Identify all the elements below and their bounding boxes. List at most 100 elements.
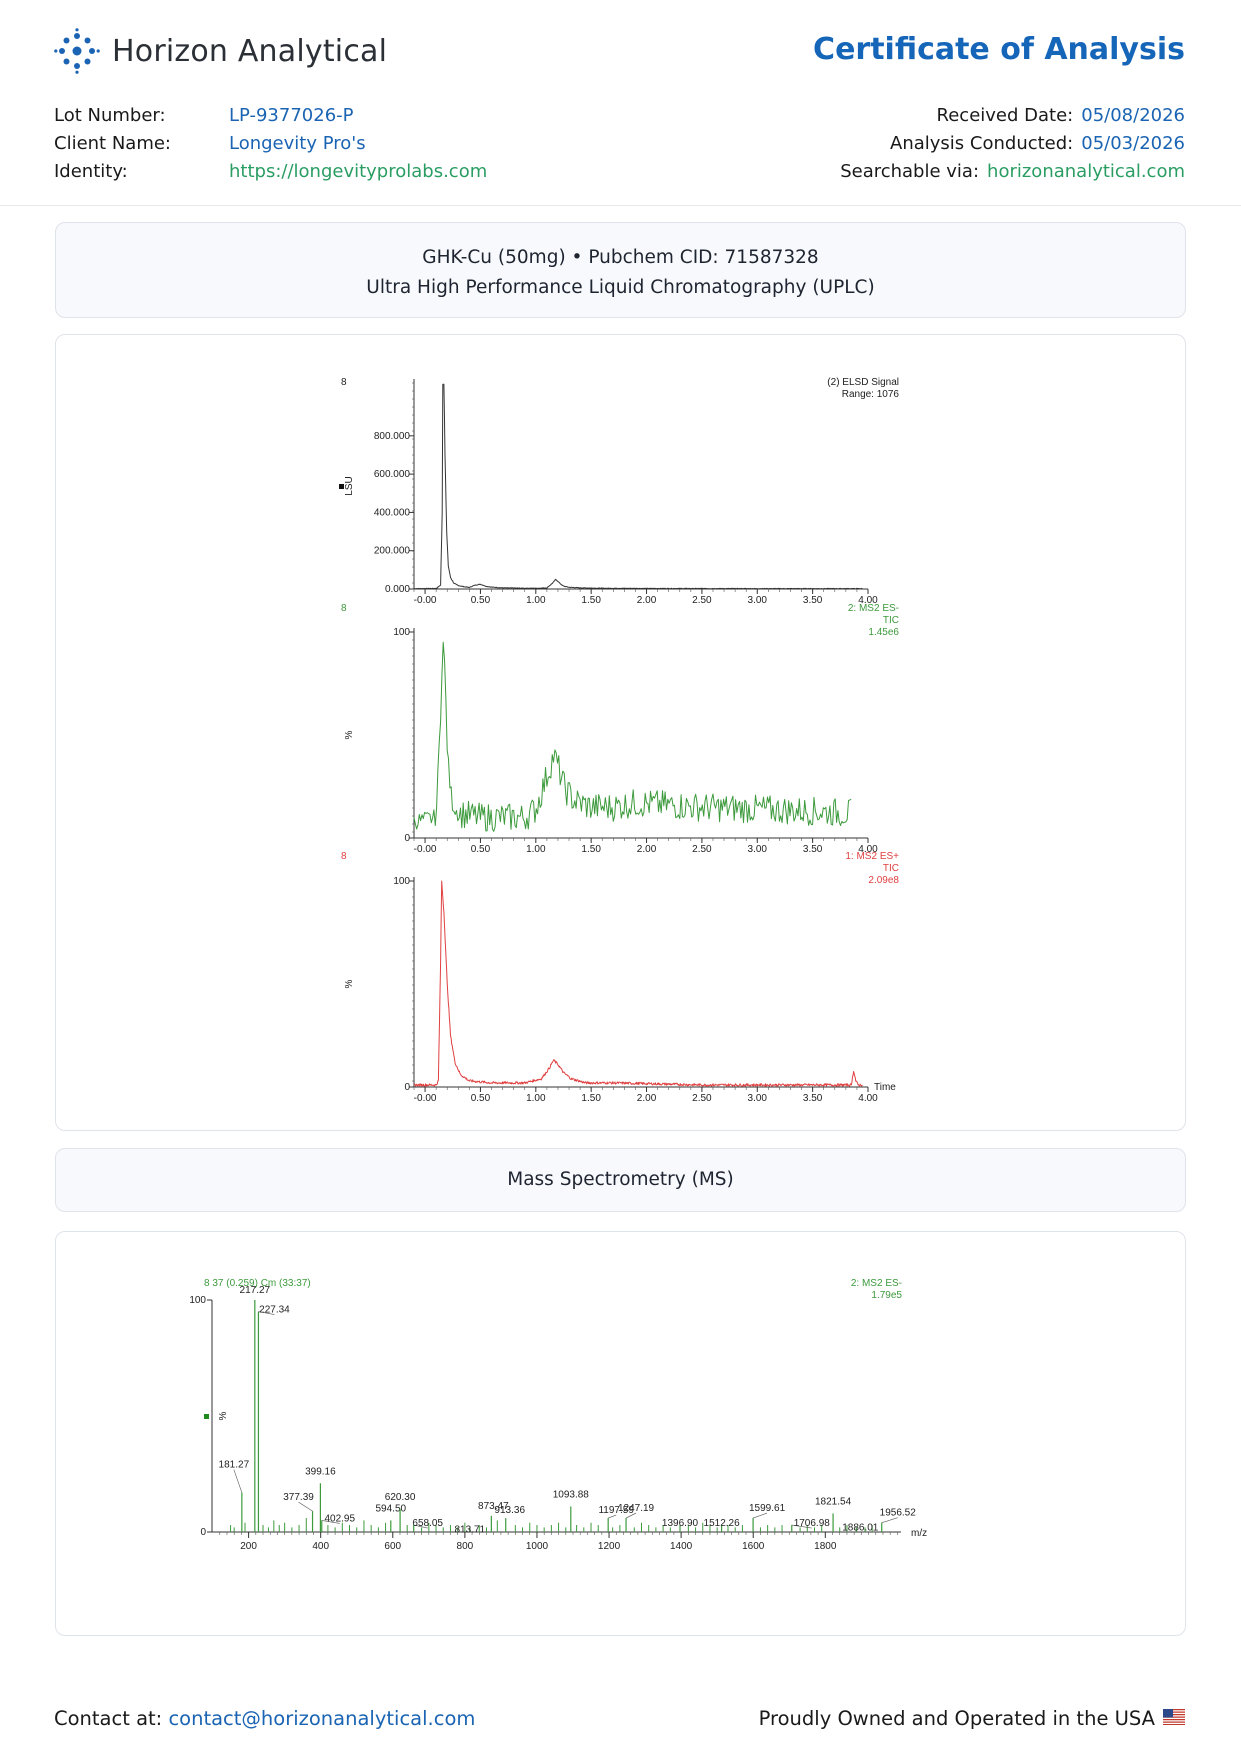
footer-contact: Contact at: contact@horizonanalytical.co… [54,1707,475,1730]
x-tick-label: 1.50 [581,844,601,855]
peak-label: 913.36 [494,1505,525,1516]
lot-number-row: Lot Number: LP-9377026-P [54,102,487,130]
ms-title-panel: Mass Spectrometry (MS) [55,1148,1186,1212]
x-tick-label: 0.50 [471,1093,491,1104]
peak-label: 227.34 [259,1305,290,1316]
peak-label: 1706.98 [794,1518,831,1529]
peak-label: 1512.26 [704,1518,741,1529]
peak-label: 1396.90 [662,1518,699,1529]
x-tick-label: 2.00 [637,595,657,606]
y-tick-label: 0.000 [385,584,410,595]
peak-label: 399.16 [305,1466,336,1477]
searchable-row: Searchable via: horizonanalytical.com [840,158,1185,186]
peak-label-leader [233,1469,243,1493]
received-date-label: Received Date: [936,105,1074,126]
identity-link[interactable]: https://longevityprolabs.com [229,161,488,182]
lot-number-label: Lot Number: [54,105,166,126]
lot-number-value: LP-9377026-P [229,105,354,126]
peak-label-leader [298,1501,313,1512]
peak-label-leader [413,1524,428,1529]
x-tick-label: 2.00 [637,844,657,855]
chart-legend-text: 1.45e6 [868,627,899,638]
x-tick-label: -0.00 [414,595,437,606]
footer-usa: Proudly Owned and Operated in the USA [759,1707,1185,1730]
x-tick-label: 2.50 [692,595,712,606]
peak-label: 620.30 [385,1492,416,1503]
spectrum-legend-text: 2: MS2 ES- [851,1278,902,1289]
x-tick-label: 800 [457,1541,474,1552]
document-title: Certificate of Analysis [813,32,1185,67]
peak-label: 217.27 [240,1285,271,1296]
x-tick-label: -0.00 [414,844,437,855]
x-tick-label: 4.00 [858,595,878,606]
peak-label: 377.39 [283,1492,314,1503]
series-marker-icon [339,484,344,489]
brand-logo-icon [54,28,100,74]
peak-label: 813.71 [455,1524,486,1535]
brand-name: Horizon Analytical [112,33,388,69]
x-tick-label: 1000 [526,1541,549,1552]
x-tick-label: 600 [384,1541,401,1552]
spectrum-header-label: 8 37 (0.259) Cm (33:37) [204,1278,311,1289]
x-tick-label: 4.00 [858,1093,878,1104]
y-tick-label: 0 [404,1082,410,1093]
x-axis-label: m/z [911,1528,927,1539]
peak-label-leader [881,1517,898,1524]
peak-label: 1247.19 [618,1503,655,1514]
peak-label-leader [258,1311,275,1315]
chart-legend-text: TIC [883,615,899,626]
usa-statement: Proudly Owned and Operated in the USA [758,1707,1155,1730]
x-tick-label: 3.00 [748,595,768,606]
x-tick-label: 1.00 [526,1093,546,1104]
client-name-row: Client Name: Longevity Pro's [54,130,487,158]
series-marker-icon [204,1414,209,1419]
mass-spectrum: 8 37 (0.259) Cm (33:37) 2: MS2 ES-1.79e5 0… [189,1278,927,1552]
analysis-info: Received Date: 05/08/2026 Analysis Conduc… [840,102,1185,186]
contact-email-link[interactable]: contact@horizonanalytical.com [168,1707,476,1730]
y-tick-label: 200.000 [374,546,411,557]
peak-label: 594.50 [375,1503,406,1514]
peak-label-leader [752,1512,768,1519]
x-axis-label: Time [874,1082,896,1093]
y-tick-label: 0 [200,1527,206,1538]
peak-label: 1093.88 [553,1489,590,1500]
method-title: Ultra High Performance Liquid Chromatogr… [366,277,875,298]
analysis-conducted-value: 05/03/2026 [1081,133,1185,154]
us-flag-icon [1163,1707,1185,1730]
peak-label: 1886.01 [842,1522,879,1533]
contact-label: Contact at: [54,1707,163,1730]
client-name-label: Client Name: [54,133,171,154]
x-tick-label: 1.50 [581,595,601,606]
analysis-conducted-row: Analysis Conducted: 05/03/2026 [840,130,1185,158]
mass-spectrum-chart: 8 37 (0.259) Cm (33:37) 2: MS2 ES-1.79e5 0… [189,1278,927,1552]
peak-label-leader [608,1514,617,1519]
chart-legend-text: 2: MS2 ES- [848,603,899,614]
x-tick-label: 2.50 [692,1093,712,1104]
y-axis-label: % [344,979,355,988]
y-tick-label: 600.000 [374,469,411,480]
sample-info: Lot Number: LP-9377026-P Client Name: Long… [54,102,487,186]
x-tick-label: 2.50 [692,844,712,855]
client-name-value: Longevity Pro's [229,133,366,154]
peak-label: 1956.52 [880,1508,917,1519]
identity-label: Identity: [54,161,128,182]
chart-legend-text: Range: 1076 [842,389,900,400]
y-tick-label: 0 [404,833,410,844]
ms-section-title: Mass Spectrometry (MS) [507,1169,734,1190]
y-tick-label: 100 [189,1295,206,1306]
chromatogram-trace [413,880,863,1087]
chromatogram-trace [414,383,863,590]
x-tick-label: 200 [240,1541,257,1552]
brand-logo[interactable]: Horizon Analytical [54,28,387,74]
chart-corner-label: 8 [341,377,347,388]
x-tick-label: 0.50 [471,844,491,855]
chart-legend-text: 2.09e8 [868,875,899,886]
x-tick-label: 1800 [814,1541,837,1552]
y-axis-label: LSU [344,476,355,495]
y-tick-label: 100 [393,627,410,638]
searchable-link[interactable]: horizonanalytical.com [987,161,1185,182]
peak-label: 873.47 [478,1501,509,1512]
